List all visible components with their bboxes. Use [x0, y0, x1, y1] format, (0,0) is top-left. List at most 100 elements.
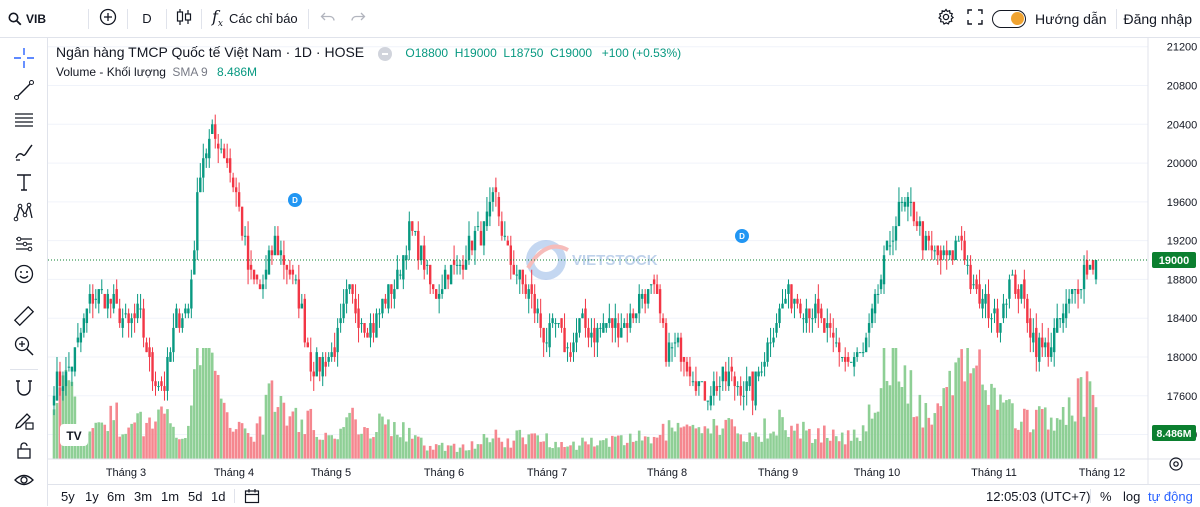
interval-button[interactable]: D: [132, 0, 162, 38]
crosshair-tool[interactable]: [10, 46, 38, 74]
prediction-tool[interactable]: [10, 232, 38, 260]
volume-bar: [673, 431, 677, 459]
volume-bar: [984, 390, 987, 459]
zoom-tool[interactable]: [10, 334, 38, 362]
candle-body: [808, 308, 811, 319]
measure-tool[interactable]: [10, 304, 38, 332]
redo-button[interactable]: [343, 0, 373, 38]
candle-body: [512, 264, 515, 275]
ohlc-high: H19000: [454, 46, 497, 60]
brush-tool[interactable]: [10, 140, 38, 168]
candle-body: [924, 235, 928, 251]
candle-body: [1014, 274, 1017, 294]
volume-bar: [190, 405, 193, 459]
candle-body: [867, 323, 871, 333]
volume-bar: [664, 440, 668, 459]
range-5y[interactable]: 5y: [61, 489, 75, 504]
legend-collapse-button[interactable]: [377, 46, 392, 61]
candle-body: [703, 381, 707, 401]
volume-bar: [787, 436, 790, 459]
candle-body: [1050, 347, 1053, 357]
percent-toggle[interactable]: %: [1100, 489, 1112, 504]
indicators-button[interactable]: fx Các chỉ báo: [206, 0, 304, 38]
log-toggle[interactable]: log: [1123, 489, 1141, 504]
candle-body: [1035, 327, 1038, 357]
candle-body: [467, 235, 471, 261]
candle-body: [664, 323, 668, 362]
candle-body: [1047, 342, 1050, 357]
volume-bar: [703, 426, 707, 459]
fullscreen-button[interactable]: [961, 0, 989, 38]
dividend-marker[interactable]: D: [735, 229, 749, 243]
hide-drawings-tool[interactable]: [10, 468, 38, 496]
range-6m[interactable]: 6m: [107, 489, 126, 504]
volume-bar: [882, 348, 886, 459]
candle-body: [234, 187, 238, 193]
range-1d[interactable]: 1d: [211, 489, 226, 504]
volume-bar: [936, 403, 940, 459]
candle-body: [1055, 318, 1059, 333]
volume-bar: [655, 437, 659, 459]
volume-legend: Volume - Khối lượng SMA 9 8.486M: [56, 65, 257, 79]
candle-body: [1064, 303, 1068, 319]
candle-body: [864, 337, 868, 353]
volume-bar: [91, 428, 95, 459]
magnet-tool[interactable]: [10, 376, 38, 404]
volume-bar: [1049, 417, 1053, 459]
candle-body: [584, 308, 587, 328]
price-chart[interactable]: VIETSTOCK 21200 20800 20400 20000 19600 19200…: [48, 38, 1200, 484]
range-1y[interactable]: 1y: [85, 489, 99, 504]
login-button[interactable]: Đăng nhập: [1121, 0, 1200, 38]
volume-bar: [587, 444, 590, 459]
candle-body: [933, 250, 936, 252]
candle-body: [936, 245, 939, 256]
theme-toggle[interactable]: [989, 0, 1029, 38]
dividend-marker[interactable]: D: [288, 193, 302, 207]
symbol-search[interactable]: VIB: [8, 0, 84, 38]
tradingview-logo: TV: [60, 424, 88, 446]
volume-bar: [840, 432, 844, 459]
range-3m[interactable]: 3m: [134, 489, 153, 504]
candle-body: [1094, 260, 1098, 280]
volume-bar: [375, 432, 378, 459]
candle-body: [315, 352, 318, 377]
candle-body: [832, 332, 835, 338]
stay-drawing-tool[interactable]: [10, 408, 38, 436]
candle-body: [76, 337, 80, 343]
trendline-tool[interactable]: [10, 78, 38, 106]
top-toolbar: VIB D fx Các chỉ báo: [0, 0, 1200, 38]
candle-body: [990, 318, 993, 320]
candle-body: [434, 289, 438, 299]
undo-button[interactable]: [313, 0, 343, 38]
volume-bar: [261, 434, 265, 459]
candle-body: [984, 293, 987, 304]
icon-tool[interactable]: [10, 262, 38, 290]
chart-type-button[interactable]: [171, 0, 197, 38]
candle-body: [566, 347, 569, 349]
compare-add-button[interactable]: [93, 0, 123, 38]
candle-body: [342, 303, 345, 319]
range-1m[interactable]: 1m: [161, 489, 180, 504]
lock-drawings-tool[interactable]: [10, 438, 38, 466]
candle-body: [855, 352, 859, 357]
svg-text:TV: TV: [66, 429, 81, 443]
settings-button[interactable]: [931, 0, 961, 38]
volume-bar: [479, 444, 483, 459]
volume-bar: [425, 450, 429, 459]
volume-bar: [1058, 419, 1062, 459]
clock-readout[interactable]: 12:05:03 (UTC+7): [986, 489, 1091, 504]
fib-tool[interactable]: [10, 108, 38, 136]
auto-toggle[interactable]: tự động: [1148, 489, 1193, 504]
pattern-tool[interactable]: [10, 200, 38, 228]
candle-body: [742, 395, 745, 397]
candle-body: [464, 260, 468, 270]
range-5d[interactable]: 5d: [188, 489, 203, 504]
text-tool[interactable]: [10, 170, 38, 198]
volume-bar: [637, 430, 641, 459]
last-price-tag: 19000: [1152, 252, 1196, 269]
volume-bar: [993, 387, 996, 459]
candle-body: [91, 293, 95, 304]
goto-date-button[interactable]: [244, 488, 260, 507]
indicators-label: Các chỉ báo: [229, 11, 298, 26]
guide-link[interactable]: Hướng dẫn: [1029, 0, 1112, 38]
